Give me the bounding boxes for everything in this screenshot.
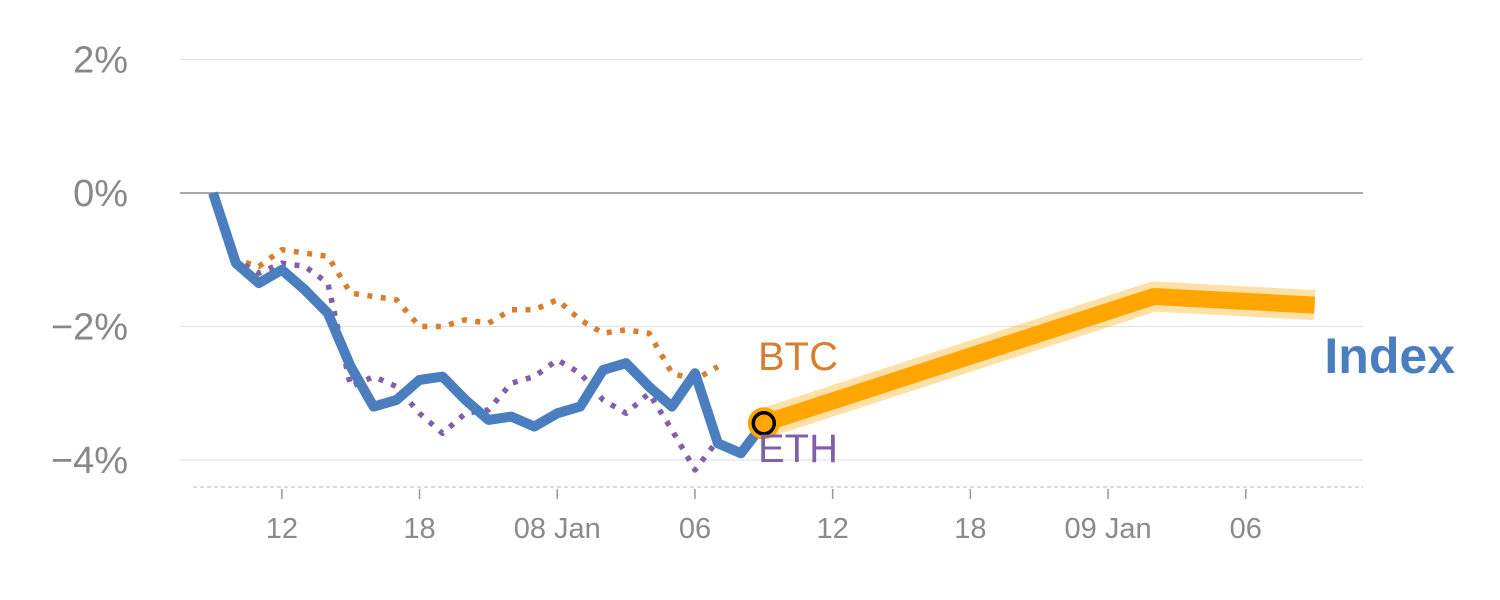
x-tick-label: 18 xyxy=(954,513,986,545)
x-tick-label: 12 xyxy=(266,513,298,545)
y-tick-label: 0% xyxy=(73,173,128,215)
btc-series-label: BTC xyxy=(758,335,838,379)
btc-line xyxy=(210,192,720,383)
x-tick-label: 08 Jan xyxy=(514,513,601,545)
eth-line xyxy=(210,192,721,473)
index-line xyxy=(208,191,768,459)
series-labels: BTC ETH Index xyxy=(758,328,1455,471)
x-tick-label: 18 xyxy=(403,513,435,545)
y-tick-label: 2% xyxy=(73,40,128,82)
x-tick-label: 12 xyxy=(817,513,849,545)
forecast-line xyxy=(761,288,1316,432)
current-point-marker xyxy=(751,411,777,436)
x-tick-label: 09 Jan xyxy=(1065,513,1152,545)
x-axis: 12 18 08 Jan 06 12 18 09 Jan 06 xyxy=(266,489,1262,545)
gridlines xyxy=(180,58,1363,488)
x-tick-label: 06 xyxy=(679,513,711,545)
eth-series-label: ETH xyxy=(758,427,838,471)
x-tick-label: 06 xyxy=(1230,513,1262,545)
series-lines xyxy=(208,191,1316,473)
y-tick-label: −2% xyxy=(51,307,128,349)
y-tick-label: −4% xyxy=(51,440,128,482)
y-axis: 2% 0% −2% −4% xyxy=(51,40,128,483)
index-series-label: Index xyxy=(1324,328,1455,384)
